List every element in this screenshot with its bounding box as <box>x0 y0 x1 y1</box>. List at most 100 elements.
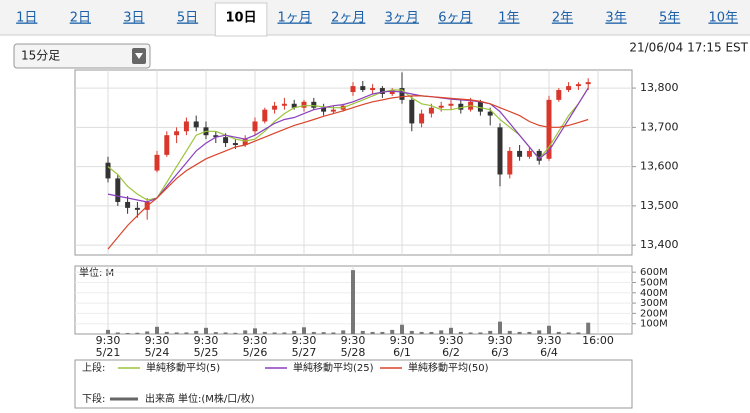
y-tick-label: 13,500 <box>640 199 679 212</box>
candle-body <box>213 135 219 138</box>
y-tick-label: 13,600 <box>640 160 679 173</box>
volume-bar <box>458 331 463 334</box>
candle-body <box>370 88 376 91</box>
y-tick-label: 13,800 <box>640 81 679 94</box>
tabs: 1日 2日 3日 5日 10日 1ヶ月 2ヶ月 3ヶ月 6ヶ月 1年 2年 3年 5年 10年 <box>16 2 738 37</box>
volume-bar <box>302 327 306 334</box>
tab-active[interactable] <box>214 2 268 37</box>
tab[interactable]: 3ヶ月 <box>385 11 419 26</box>
x-tick-date: 6/3 <box>491 346 509 359</box>
candle-body <box>193 121 199 128</box>
legend-label: 単純移動平均(25) <box>293 361 374 374</box>
volume-bar <box>292 330 297 334</box>
legend-box <box>74 359 633 409</box>
candle-body <box>536 150 542 161</box>
volume-bar <box>223 332 228 334</box>
candle-body <box>379 88 385 94</box>
y-tick-label: 13,700 <box>640 120 679 133</box>
candle-body <box>291 103 297 108</box>
candle-body <box>272 105 278 110</box>
candle-body <box>526 150 532 157</box>
legend-label: 単純移動平均(50) <box>408 361 489 374</box>
volume-bar <box>566 332 571 334</box>
candle-body <box>311 101 317 108</box>
candle-body <box>438 105 444 108</box>
tab[interactable]: 2ヶ月 <box>331 11 365 26</box>
ma-line <box>107 95 589 250</box>
volume-bar <box>331 332 336 334</box>
tab[interactable]: 3年 <box>605 11 626 26</box>
legend-volume-name: 出来高 <box>145 392 175 405</box>
candle-body <box>262 109 268 122</box>
volume-bar <box>262 331 267 334</box>
candle-body <box>507 150 513 175</box>
candle-body <box>419 113 425 124</box>
candle-body <box>134 207 140 210</box>
tab[interactable]: 6ヶ月 <box>438 11 472 26</box>
candle-body <box>458 103 464 110</box>
tab[interactable]: 1日 <box>16 11 37 26</box>
volume-bar <box>507 330 512 334</box>
volume-bar <box>576 332 581 334</box>
x-tick-time: 9:30 <box>243 334 268 347</box>
candle-body <box>164 135 170 155</box>
volume-bar <box>498 321 502 334</box>
candle-body <box>575 84 581 87</box>
volume-bar <box>311 331 316 334</box>
legend-upper-label: 上段: <box>82 361 105 374</box>
select-arrow[interactable] <box>135 53 143 59</box>
tab[interactable]: 5年 <box>659 11 680 26</box>
candle-body <box>125 201 131 208</box>
candle-body <box>556 90 562 100</box>
volume-bar <box>135 332 140 334</box>
y-tick-label: 100M <box>640 319 668 330</box>
volume-bar <box>243 330 248 334</box>
candle-body <box>477 101 483 112</box>
legend-label: 単純移動平均(5) <box>146 361 220 374</box>
volume-bar <box>390 329 395 334</box>
timestamp: 21/06/04 17:15 EST <box>629 41 748 55</box>
x-tick-date: 6/4 <box>540 346 558 359</box>
tab[interactable]: 1ヶ月 <box>278 11 312 26</box>
tab[interactable]: 3日 <box>123 11 144 26</box>
tab[interactable]: 1年 <box>498 11 519 26</box>
candle-body <box>566 86 572 91</box>
volume-bar <box>174 332 179 334</box>
volume-bar <box>449 327 453 334</box>
x-tick-date: 5/26 <box>243 346 268 359</box>
candle-body <box>183 121 189 132</box>
volume-bar <box>321 332 326 334</box>
volume-bar <box>155 326 159 334</box>
x-tick-time: 9:30 <box>537 334 562 347</box>
interval-select[interactable] <box>13 43 151 69</box>
volume-bar <box>145 331 150 334</box>
interval-select-text[interactable]: 15分足 <box>21 49 60 63</box>
x-tick-time: 9:30 <box>194 334 219 347</box>
volume-bar <box>282 332 287 334</box>
volume-bar <box>517 331 522 334</box>
tab[interactable]: 2日 <box>70 11 91 26</box>
volume-bar <box>125 332 130 334</box>
volume-bar <box>419 331 424 334</box>
x-tick-time: 9:30 <box>145 334 170 347</box>
volume-bar <box>341 330 346 334</box>
volume-bar <box>488 330 493 334</box>
volume-bar <box>106 329 110 334</box>
y-tick-label: 400M <box>640 288 668 299</box>
candle-body <box>252 121 258 132</box>
volume-bar <box>204 327 208 334</box>
candle-body <box>399 88 405 100</box>
legend-volume-unit: 単位:(M株/口/枚) <box>178 392 255 405</box>
tab[interactable]: 2年 <box>552 11 573 26</box>
candle-body <box>330 109 336 112</box>
ma-line <box>107 87 589 201</box>
tab[interactable]: 5日 <box>177 11 198 26</box>
candle-body <box>105 162 111 179</box>
x-tick-date: 6/2 <box>442 346 460 359</box>
volume-bar <box>400 324 404 334</box>
y-tick-label: 13,400 <box>640 238 679 251</box>
tab[interactable]: 10日 <box>226 11 257 26</box>
volume-bar <box>547 325 551 334</box>
tab[interactable]: 10年 <box>708 11 738 26</box>
